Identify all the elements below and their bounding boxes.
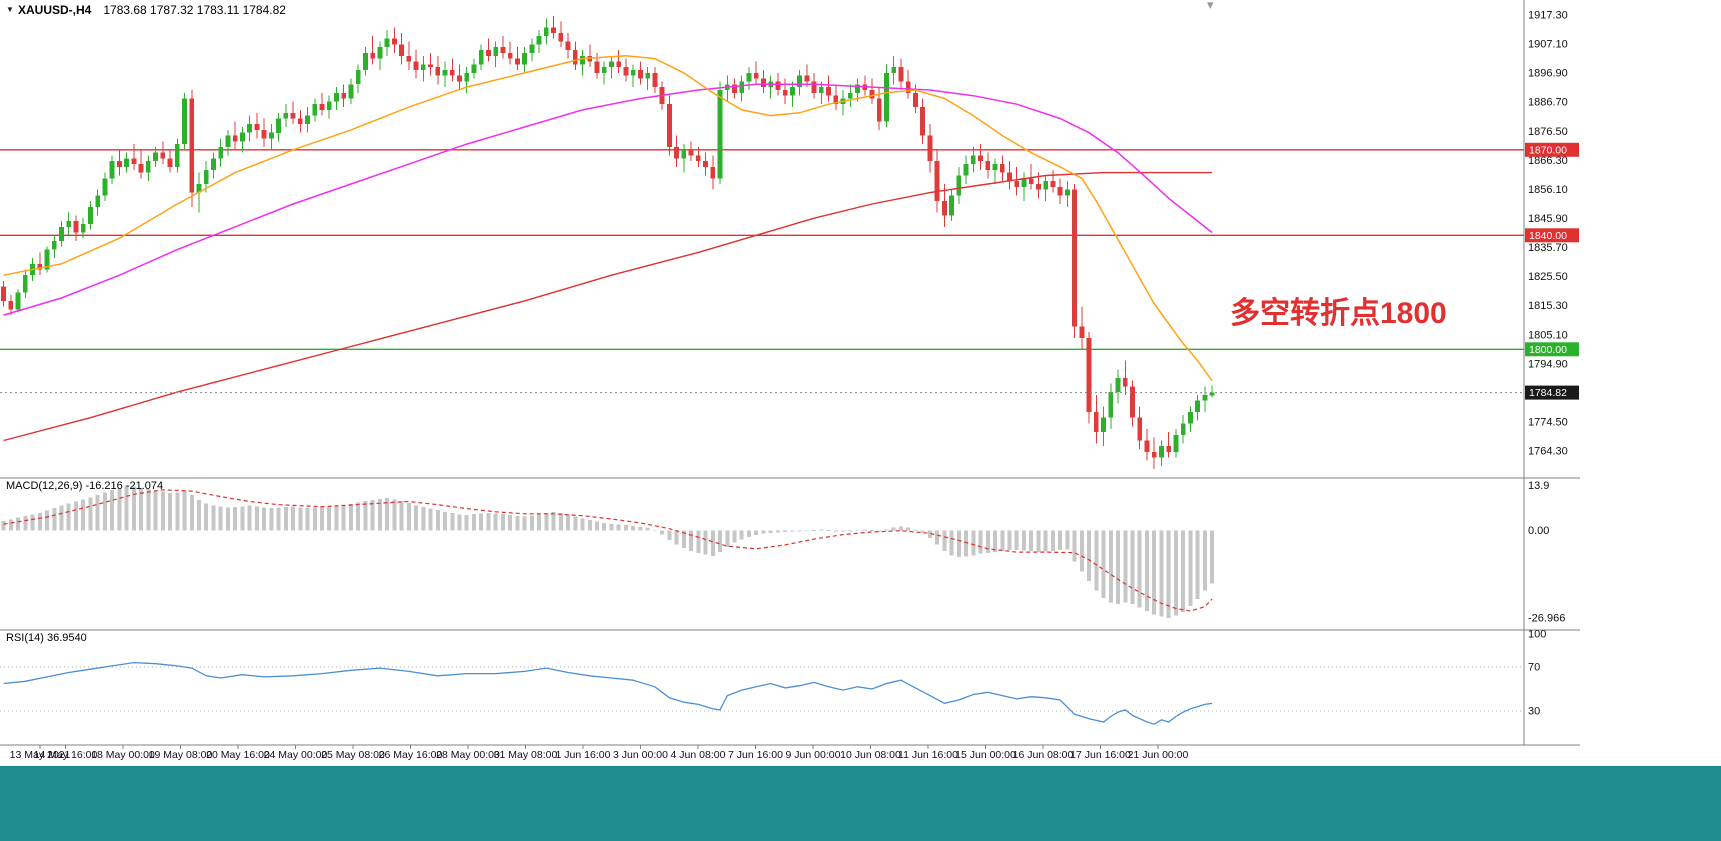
svg-text:24 May 00:00: 24 May 00:00: [264, 749, 328, 761]
svg-text:1876.50: 1876.50: [1528, 126, 1568, 138]
svg-text:25 May 08:00: 25 May 08:00: [321, 749, 385, 761]
svg-text:0.00: 0.00: [1528, 525, 1549, 537]
svg-text:1800.00: 1800.00: [1529, 344, 1567, 356]
panel-borders: [0, 0, 1580, 746]
chart-canvas[interactable]: 1870.00 1840.00 1800.00 1784.82 1917.30 1907.…: [0, 0, 1721, 765]
svg-text:1840.00: 1840.00: [1529, 230, 1567, 242]
macd-indicator-label: MACD(12,26,9) -16.216 -21.074: [6, 480, 164, 492]
svg-text:1845.90: 1845.90: [1528, 213, 1568, 225]
annotation-text[interactable]: 多空转折点1800: [1230, 297, 1447, 330]
svg-text:1825.50: 1825.50: [1528, 271, 1568, 283]
svg-text:21 Jun 00:00: 21 Jun 00:00: [1128, 749, 1189, 761]
svg-text:10 Jun 08:00: 10 Jun 08:00: [840, 749, 901, 761]
ma-magenta-line: [3, 83, 1213, 316]
svg-text:17 Jun 16:00: 17 Jun 16:00: [1070, 749, 1131, 761]
svg-text:19 May 08:00: 19 May 08:00: [149, 749, 213, 761]
svg-text:1 Jun 16:00: 1 Jun 16:00: [556, 749, 611, 761]
svg-text:7 Jun 16:00: 7 Jun 16:00: [728, 749, 783, 761]
svg-text:3 Jun 00:00: 3 Jun 00:00: [613, 749, 668, 761]
svg-text:1835.70: 1835.70: [1528, 242, 1568, 254]
price-badge-1870.00[interactable]: 1870.00: [1525, 142, 1579, 157]
svg-text:15 Jun 00:00: 15 Jun 00:00: [955, 749, 1016, 761]
symbol-marker-icon: ▼: [6, 5, 14, 14]
rsi-levels: [0, 666, 1524, 712]
svg-text:31 May 08:00: 31 May 08:00: [494, 749, 558, 761]
svg-text:1856.10: 1856.10: [1528, 184, 1568, 196]
price-badge-1840.00[interactable]: 1840.00: [1525, 228, 1579, 243]
svg-text:1886.70: 1886.70: [1528, 97, 1568, 109]
svg-text:100: 100: [1528, 629, 1546, 641]
svg-text:13 May 2021: 13 May 2021: [10, 749, 71, 761]
svg-text:1805.10: 1805.10: [1528, 329, 1568, 341]
macd-scale: 13.9 0.00 -26.966: [1528, 480, 1565, 625]
svg-text:18 May 00:00: 18 May 00:00: [91, 749, 155, 761]
svg-text:1774.50: 1774.50: [1528, 417, 1568, 429]
svg-text:-26.966: -26.966: [1528, 613, 1565, 625]
chart-header: XAUUSD-,H4 1783.68 1787.32 1783.11 1784.…: [18, 3, 286, 17]
rsi-line: [3, 661, 1213, 725]
ma-red-line: [3, 171, 1213, 442]
svg-text:1896.90: 1896.90: [1528, 68, 1568, 80]
bottom-bar: [0, 766, 1721, 841]
ohlc-values: 1783.68 1787.32 1783.11 1784.82: [103, 3, 286, 17]
price-badge-1800.00[interactable]: 1800.00: [1525, 342, 1579, 357]
svg-text:1764.30: 1764.30: [1528, 446, 1568, 458]
svg-text:1784.82: 1784.82: [1529, 387, 1567, 399]
svg-text:16 Jun 08:00: 16 Jun 08:00: [1013, 749, 1074, 761]
svg-text:14 May 16:00: 14 May 16:00: [34, 749, 98, 761]
chart-shift-marker-icon[interactable]: ▾: [1207, 0, 1214, 12]
svg-text:1794.90: 1794.90: [1528, 358, 1568, 370]
svg-text:30: 30: [1528, 706, 1540, 718]
svg-text:1907.10: 1907.10: [1528, 39, 1568, 51]
macd-histogram: [1, 485, 1215, 619]
current-price-badge[interactable]: 1784.82: [1525, 385, 1579, 400]
svg-text:1917.30: 1917.30: [1528, 10, 1568, 22]
rsi-scale: 100 70 30: [1528, 629, 1546, 718]
candlesticks[interactable]: [1, 15, 1215, 469]
svg-text:20 May 16:00: 20 May 16:00: [206, 749, 270, 761]
ma-orange-line: [3, 55, 1213, 382]
svg-text:70: 70: [1528, 662, 1540, 674]
svg-text:1815.30: 1815.30: [1528, 300, 1568, 312]
svg-text:1866.30: 1866.30: [1528, 155, 1568, 167]
svg-text:1870.00: 1870.00: [1529, 144, 1567, 156]
symbol-timeframe-label: XAUUSD-,H4: [18, 3, 92, 17]
svg-text:4 Jun 08:00: 4 Jun 08:00: [671, 749, 726, 761]
svg-text:11 Jun 16:00: 11 Jun 16:00: [898, 749, 958, 761]
svg-text:9 Jun 00:00: 9 Jun 00:00: [786, 749, 841, 761]
macd-signal-line: [3, 489, 1213, 612]
svg-text:26 May 16:00: 26 May 16:00: [379, 749, 443, 761]
svg-text:13.9: 13.9: [1528, 480, 1549, 492]
price-scale[interactable]: 1917.30 1907.10 1896.90 1886.70 1876.50 1866.…: [1528, 10, 1568, 458]
svg-text:28 May 00:00: 28 May 00:00: [436, 749, 500, 761]
rsi-indicator-label: RSI(14) 36.9540: [6, 632, 87, 644]
